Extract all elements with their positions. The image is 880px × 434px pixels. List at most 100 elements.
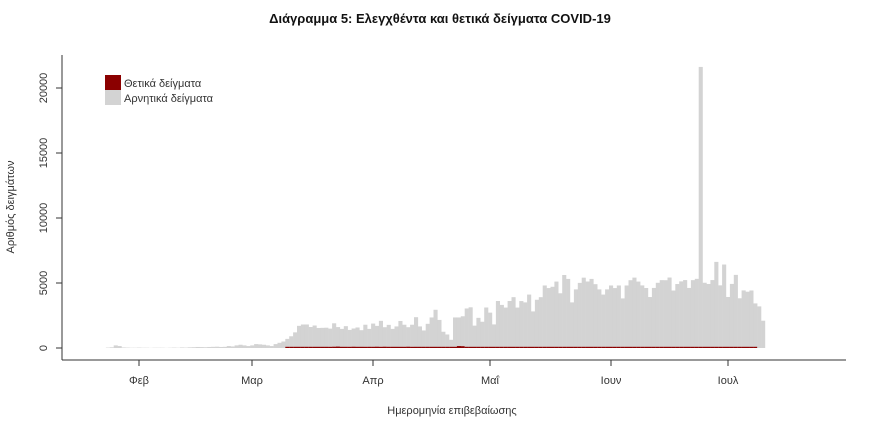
bar-positive: [694, 346, 699, 348]
bar-positive: [343, 346, 348, 348]
bar-positive: [687, 346, 692, 348]
legend-swatch-positive: [105, 75, 121, 90]
bar-negative: [339, 328, 344, 348]
bar-positive: [644, 346, 649, 348]
bar-negative: [273, 344, 278, 348]
bar-negative: [749, 290, 754, 348]
bar-positive: [441, 346, 446, 348]
bar-negative: [421, 330, 426, 348]
bar-negative: [417, 326, 422, 348]
bar-negative: [375, 325, 380, 347]
bar-positive: [285, 346, 290, 348]
bar-negative: [269, 346, 274, 348]
bar-negative: [258, 344, 263, 348]
bar-positive: [503, 346, 508, 348]
bar-negative: [534, 299, 539, 348]
x-axis-ticks: Φεβ Μαρ Απρ Μαΐ Ιουν Ιουλ: [129, 360, 739, 387]
bar-negative: [211, 346, 216, 348]
y-tick-label: 10000: [38, 203, 50, 234]
bar-positive: [741, 346, 746, 348]
bar-positive: [585, 346, 590, 348]
bar-negative: [203, 347, 208, 348]
bar-negative: [277, 342, 282, 348]
bar-positive: [390, 346, 395, 348]
bar-positive: [351, 346, 356, 348]
bar-negative: [624, 285, 629, 348]
bar-negative: [687, 287, 692, 348]
bar-negative: [250, 345, 255, 348]
bar-negative: [640, 285, 645, 348]
bar-positive: [355, 346, 360, 348]
bar-positive: [414, 346, 419, 348]
bar-negative: [507, 301, 512, 348]
bar-positive: [570, 346, 575, 348]
bar-negative: [480, 321, 485, 348]
bar-negative: [207, 346, 212, 348]
bar-negative: [538, 297, 543, 348]
bar-positive: [612, 346, 617, 348]
bar-negative: [550, 286, 555, 348]
bar-negative: [347, 329, 352, 347]
bar-positive: [476, 346, 481, 348]
bar-positive: [616, 346, 621, 348]
bar-negative: [761, 320, 766, 348]
bar-positive: [733, 346, 738, 348]
bar-negative: [706, 283, 711, 348]
bar-positive: [593, 346, 598, 348]
bar-negative: [648, 297, 653, 348]
bar-positive: [410, 346, 415, 348]
bar-positive: [378, 346, 383, 348]
bar-negative: [464, 308, 469, 348]
bar-positive: [515, 346, 520, 348]
bar-negative: [230, 346, 235, 348]
bar-negative: [495, 301, 500, 348]
bar-positive: [495, 346, 500, 348]
bar-positive: [499, 346, 504, 348]
bar-positive: [534, 346, 539, 348]
bar-negative: [737, 298, 742, 348]
bar-negative: [336, 327, 341, 347]
bar-negative: [585, 281, 590, 348]
bar-positive: [453, 346, 458, 348]
bar-positive: [312, 346, 317, 348]
bar-negative: [589, 278, 594, 348]
bar-negative: [745, 291, 750, 348]
bar-negative: [710, 280, 715, 348]
bar-negative: [226, 346, 231, 348]
bar-positive: [531, 346, 536, 348]
y-axis-title: Αριθμός δειγμάτων: [5, 160, 17, 253]
bar-negative: [753, 303, 758, 348]
bar-positive: [433, 346, 438, 348]
bar-negative: [702, 282, 707, 348]
bar-negative: [285, 338, 290, 348]
bar-positive: [472, 346, 477, 348]
bar-negative: [180, 347, 185, 348]
bar-negative: [679, 281, 684, 348]
bar-positive: [663, 346, 668, 348]
bar-negative: [238, 344, 243, 348]
bar-negative: [390, 328, 395, 348]
bar-negative: [581, 277, 586, 348]
bar-negative: [636, 281, 641, 348]
bar-negative: [558, 293, 563, 348]
bar-positive: [507, 346, 512, 348]
bar-positive: [710, 346, 715, 348]
bar-negative: [425, 323, 430, 348]
bar-negative: [757, 306, 762, 348]
bar-positive: [632, 346, 637, 348]
bar-positive: [601, 346, 606, 348]
bar-negative: [328, 328, 333, 347]
bar-negative: [729, 283, 734, 348]
bar-positive: [562, 346, 567, 348]
bar-negative: [222, 346, 227, 348]
bar-positive: [589, 346, 594, 348]
bar-positive: [651, 346, 656, 348]
bar-positive: [648, 346, 653, 348]
bar-positive: [726, 346, 731, 348]
x-tick-label: Φεβ: [129, 375, 149, 387]
bar-positive: [714, 346, 719, 348]
bar-positive: [620, 346, 625, 348]
bar-negative: [472, 325, 477, 348]
bar-negative: [733, 274, 738, 348]
